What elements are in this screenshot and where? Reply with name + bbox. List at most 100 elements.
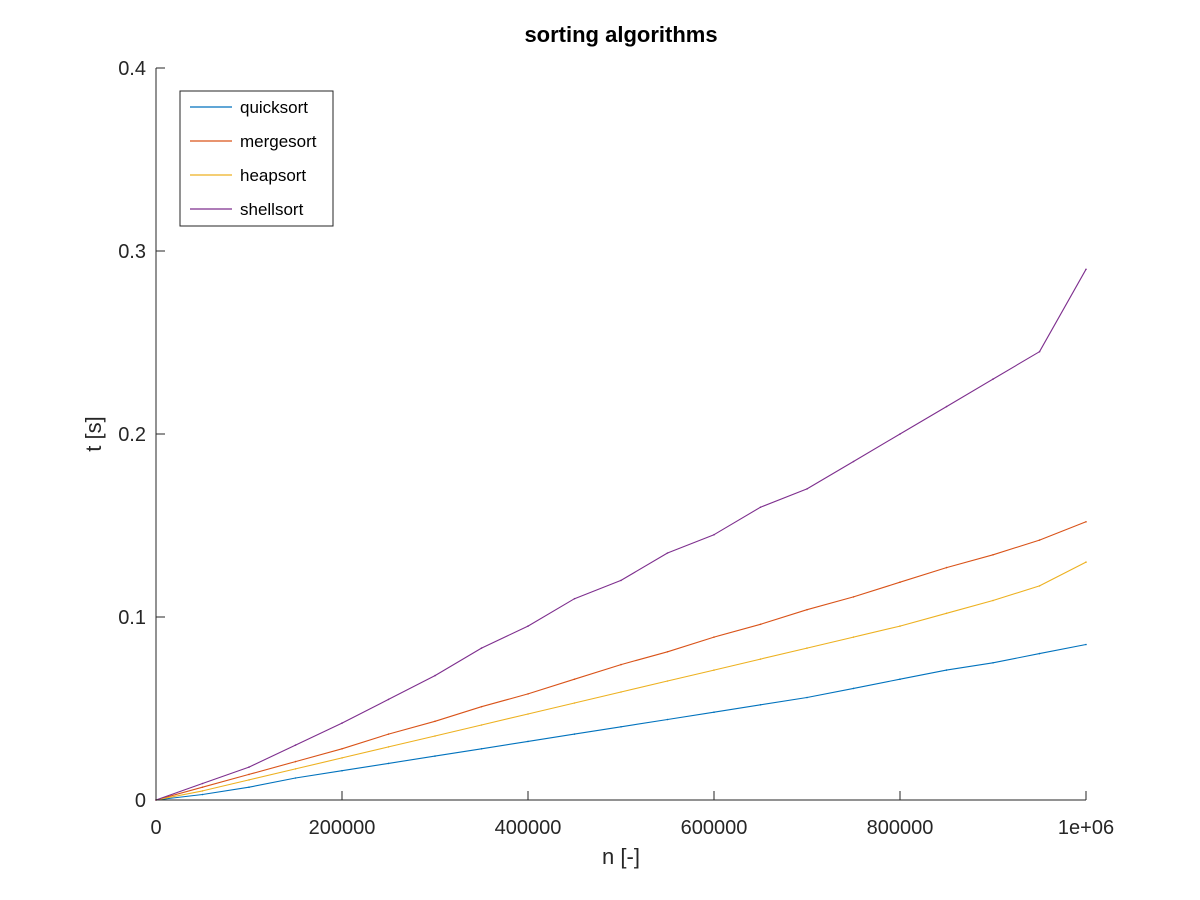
data-point-shellsort — [992, 378, 994, 380]
series-layer — [155, 268, 1087, 801]
legend-label-shellsort: shellsort — [240, 200, 304, 219]
data-point-shellsort — [759, 506, 762, 509]
data-point-quicksort — [666, 718, 669, 721]
data-point-mergesort — [806, 608, 808, 611]
x-axis-label: n [-] — [602, 844, 640, 869]
data-point-quicksort — [480, 748, 483, 750]
data-point-heapsort — [573, 702, 576, 704]
data-point-heapsort — [713, 669, 715, 671]
x-tick-label: 1e+06 — [1058, 817, 1114, 839]
data-point-heapsort — [806, 647, 808, 649]
data-point-shellsort — [573, 597, 576, 600]
data-point-quicksort — [713, 711, 715, 713]
y-tick-label: 0 — [135, 790, 146, 812]
data-point-shellsort — [480, 647, 483, 649]
data-point-mergesort — [852, 596, 855, 598]
data-point-quicksort — [573, 733, 576, 735]
legend: quicksort mergesort heapsort shellsort — [179, 90, 334, 227]
data-point-shellsort — [945, 405, 948, 408]
data-point-mergesort — [480, 705, 483, 708]
data-point-quicksort — [620, 726, 622, 728]
data-point-mergesort — [434, 720, 436, 723]
data-point-quicksort — [434, 755, 436, 757]
data-point-mergesort — [248, 773, 250, 776]
data-point-heapsort — [759, 658, 762, 660]
x-tick-label: 600000 — [681, 817, 748, 839]
data-point-heapsort — [992, 599, 994, 602]
data-point-shellsort — [387, 698, 390, 701]
x-ticks: 0 200000 400000 600000 800000 1e+06 — [150, 791, 1114, 839]
data-point-heapsort — [480, 724, 483, 726]
data-point-quicksort — [806, 696, 808, 699]
data-point-quicksort — [1038, 652, 1041, 655]
data-point-quicksort — [992, 662, 994, 664]
data-point-mergesort — [713, 636, 715, 638]
data-point-heapsort — [1038, 585, 1041, 587]
data-point-shellsort — [248, 766, 250, 768]
legend-box — [179, 90, 334, 227]
data-point-heapsort — [201, 790, 204, 792]
data-point-mergesort — [759, 623, 762, 626]
y-ticks: 0 0.1 0.2 0.3 0.4 — [118, 58, 165, 812]
data-point-quicksort — [759, 704, 762, 706]
data-point-shellsort — [434, 674, 436, 677]
data-point-mergesort — [666, 651, 669, 653]
data-point-shellsort — [1085, 268, 1087, 271]
data-point-mergesort — [341, 748, 343, 750]
data-point-mergesort — [527, 693, 529, 695]
data-point-quicksort — [201, 793, 204, 796]
data-point-mergesort — [620, 663, 622, 666]
y-tick-label: 0.3 — [118, 241, 146, 263]
data-point-heapsort — [620, 691, 622, 693]
data-point-quicksort — [387, 762, 390, 765]
data-point-heapsort — [527, 713, 529, 715]
data-point-mergesort — [992, 554, 994, 556]
data-point-shellsort — [620, 579, 622, 582]
data-point-quicksort — [1085, 643, 1087, 646]
data-point-quicksort — [341, 769, 343, 772]
data-point-mergesort — [387, 733, 390, 735]
data-point-quicksort — [294, 777, 297, 779]
data-point-heapsort — [852, 636, 855, 638]
data-point-mergesort — [1085, 521, 1087, 523]
data-point-mergesort — [899, 581, 901, 583]
data-point-shellsort — [294, 744, 297, 746]
data-point-heapsort — [945, 612, 948, 615]
x-tick-label: 800000 — [867, 817, 934, 839]
data-point-heapsort — [666, 680, 669, 682]
legend-label-mergesort: mergesort — [240, 132, 317, 151]
y-tick-label: 0.2 — [118, 424, 146, 446]
data-point-heapsort — [899, 625, 901, 627]
data-point-quicksort — [945, 669, 948, 671]
data-point-mergesort — [1038, 539, 1041, 541]
chart-title: sorting algorithms — [524, 22, 717, 47]
x-tick-label: 400000 — [495, 817, 562, 839]
data-point-shellsort — [806, 488, 808, 490]
data-point-mergesort — [945, 566, 948, 569]
data-point-shellsort — [899, 433, 901, 435]
y-tick-label: 0.1 — [118, 607, 146, 629]
data-point-heapsort — [294, 768, 297, 770]
data-point-mergesort — [294, 760, 297, 763]
legend-label-heapsort: heapsort — [240, 166, 306, 185]
data-point-shellsort — [527, 625, 529, 627]
data-point-heapsort — [1085, 561, 1087, 563]
data-point-shellsort — [852, 460, 855, 463]
data-point-mergesort — [573, 678, 576, 680]
data-point-mergesort — [201, 786, 204, 788]
data-point-quicksort — [852, 687, 855, 690]
data-point-heapsort — [248, 779, 250, 781]
y-axis-label: t [s] — [81, 416, 106, 451]
data-point-heapsort — [434, 735, 436, 737]
data-point-shellsort — [201, 782, 204, 785]
x-tick-label: 0 — [150, 817, 161, 839]
x-tick-label: 200000 — [309, 817, 376, 839]
data-point-heapsort — [341, 757, 343, 759]
data-point-shellsort — [1038, 350, 1041, 353]
data-point-heapsort — [387, 746, 390, 748]
legend-label-quicksort: quicksort — [240, 98, 308, 117]
data-point-quicksort — [527, 740, 529, 743]
data-point-shellsort — [666, 552, 669, 554]
data-point-quicksort — [899, 678, 901, 680]
